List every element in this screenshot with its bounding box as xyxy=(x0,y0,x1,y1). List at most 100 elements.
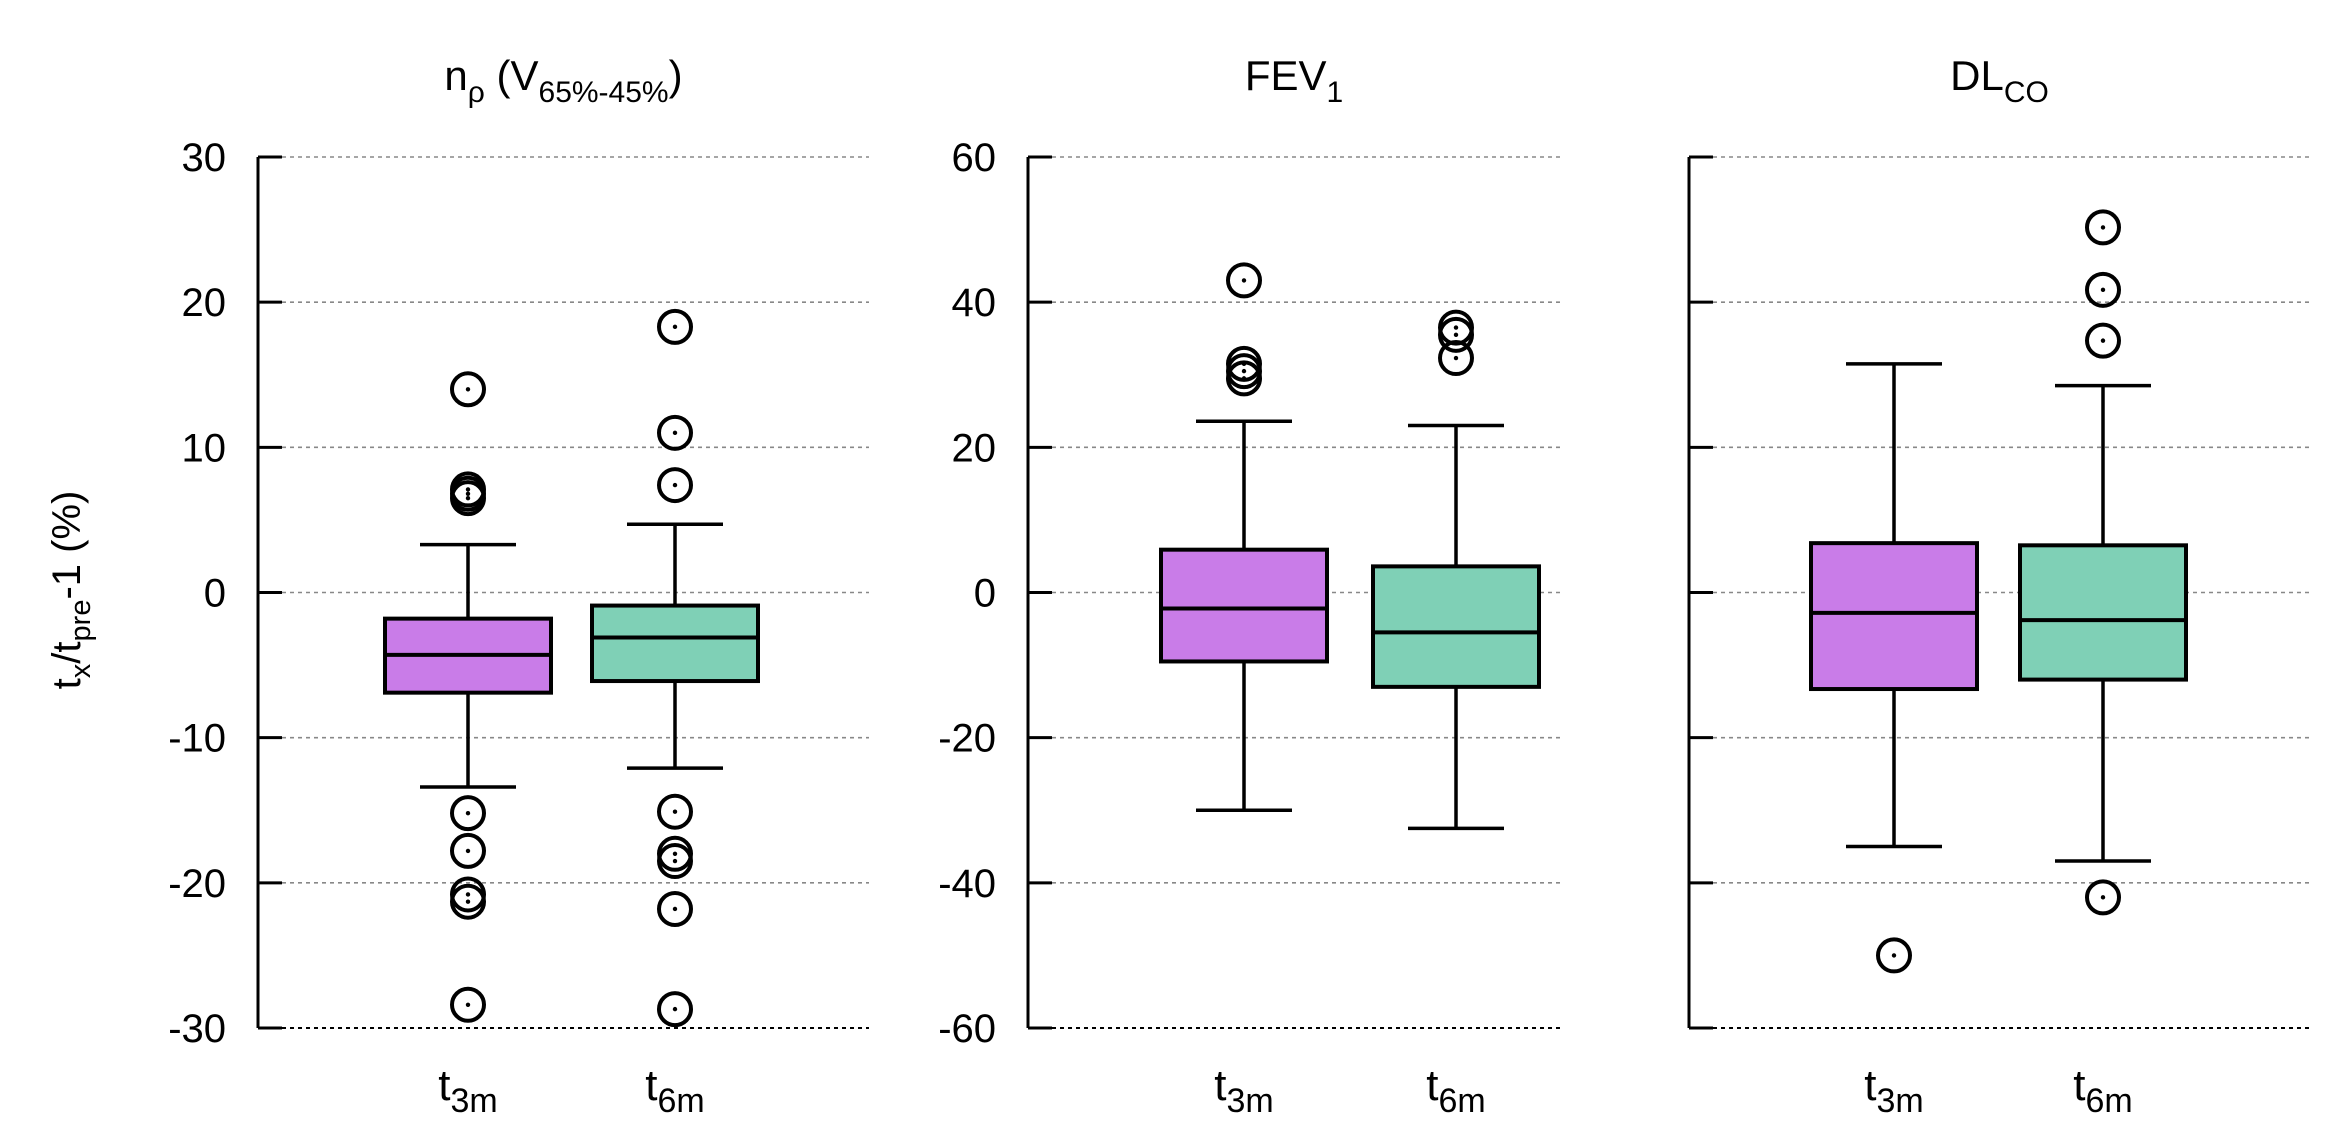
category-base: t xyxy=(1864,1061,1876,1110)
box-t6m xyxy=(590,308,760,1028)
category-subscript: 6m xyxy=(1439,1082,1486,1120)
y-tick-label: 20 xyxy=(952,426,997,470)
outlier-center-dot xyxy=(465,1002,471,1007)
category-base: t xyxy=(438,1061,450,1110)
x-category-label: t3m xyxy=(438,1061,497,1120)
box-t3m xyxy=(1809,362,1979,974)
box-t3m xyxy=(1159,262,1329,812)
outlier-center-dot xyxy=(465,387,471,392)
title-part: (V xyxy=(485,52,539,99)
outlier-center-dot xyxy=(1453,325,1459,330)
outlier-center-dot xyxy=(1241,368,1247,374)
chart-title: DLCO xyxy=(1950,52,2049,109)
outlier-center-dot xyxy=(2100,895,2106,900)
chart-title: FEV1 xyxy=(1245,52,1343,109)
box-t6m xyxy=(1371,309,1541,831)
outlier-point xyxy=(2085,322,2121,359)
y-tick-label: -60 xyxy=(938,1007,996,1051)
y-tick-label: -20 xyxy=(168,862,226,906)
title-part: DL xyxy=(1950,52,2004,99)
outlier-center-dot xyxy=(465,899,471,904)
outlier-point xyxy=(657,414,693,451)
category-base: t xyxy=(645,1061,657,1110)
x-category-label: t6m xyxy=(2073,1061,2132,1120)
iqr-box xyxy=(2018,543,2188,682)
outlier-point xyxy=(1438,316,1474,353)
title-part: ) xyxy=(669,52,683,99)
title-subscript: 1 xyxy=(1327,76,1344,109)
x-category-label: t3m xyxy=(1864,1061,1923,1120)
iqr-box xyxy=(1371,564,1541,689)
outlier-point xyxy=(450,371,486,408)
outlier-center-dot xyxy=(2100,225,2106,230)
title-part: FEV xyxy=(1245,52,1327,99)
outlier-center-dot xyxy=(672,482,678,488)
outlier-point xyxy=(2085,879,2121,916)
title-part: n xyxy=(444,52,467,99)
outlier-point xyxy=(1876,937,1912,974)
title-subscript: 65%-45% xyxy=(539,76,669,109)
category-subscript: 3m xyxy=(1877,1082,1924,1120)
outlier-center-dot xyxy=(465,495,471,501)
outlier-point xyxy=(657,890,693,927)
outlier-center-dot xyxy=(672,906,678,912)
category-subscript: 3m xyxy=(1227,1082,1274,1120)
outlier-point xyxy=(657,793,693,830)
y-tick-label: 30 xyxy=(182,136,227,180)
outlier-center-dot xyxy=(672,430,678,436)
title-subscript: ρ xyxy=(468,76,485,109)
outlier-point xyxy=(657,467,693,504)
outlier-center-dot xyxy=(465,810,471,816)
outlier-center-dot xyxy=(672,851,678,856)
box-t3m xyxy=(383,371,553,1023)
iqr-box xyxy=(1159,547,1329,664)
y-tick-label: 40 xyxy=(952,281,997,325)
y-tick-label: 0 xyxy=(204,572,226,616)
iqr-box xyxy=(590,603,760,684)
outlier-point xyxy=(1226,262,1262,299)
y-tick-label: -10 xyxy=(168,717,226,761)
outlier-point xyxy=(657,308,693,345)
outlier-center-dot xyxy=(672,809,678,814)
outlier-point xyxy=(657,991,693,1028)
outlier-center-dot xyxy=(2100,287,2106,293)
outlier-point xyxy=(657,843,693,880)
outlier-point xyxy=(450,795,486,832)
y-axis-label: tx/tpre-1 (%) xyxy=(45,491,97,690)
chart-title: nρ (V65%-45%) xyxy=(444,52,682,109)
title-subscript: CO xyxy=(2004,76,2049,109)
outlier-point xyxy=(450,883,486,920)
category-subscript: 6m xyxy=(658,1082,705,1120)
outlier-point xyxy=(1226,360,1262,397)
outlier-point xyxy=(450,986,486,1023)
outlier-point xyxy=(450,832,486,869)
y-tick-label: -30 xyxy=(168,1007,226,1051)
x-category-label: t3m xyxy=(1214,1061,1273,1120)
outlier-center-dot xyxy=(465,491,471,496)
category-base: t xyxy=(1426,1061,1438,1110)
outlier-point xyxy=(1438,340,1474,377)
outlier-center-dot xyxy=(672,1006,678,1012)
y-tick-label: 20 xyxy=(182,281,227,325)
y-tick-label: 0 xyxy=(974,572,996,616)
outlier-center-dot xyxy=(1453,355,1459,361)
x-category-label: t6m xyxy=(645,1061,704,1120)
category-base: t xyxy=(2073,1061,2085,1110)
category-subscript: 3m xyxy=(451,1082,498,1120)
outlier-center-dot xyxy=(465,487,471,492)
outlier-center-dot xyxy=(1453,332,1459,338)
outlier-center-dot xyxy=(465,892,471,897)
y-tick-label: 10 xyxy=(182,426,227,470)
outlier-center-dot xyxy=(1241,376,1247,381)
category-subscript: 6m xyxy=(2086,1082,2133,1120)
x-category-label: t6m xyxy=(1426,1061,1485,1120)
outlier-center-dot xyxy=(465,848,471,854)
outlier-center-dot xyxy=(1241,278,1247,283)
y-tick-label: -20 xyxy=(938,717,996,761)
outlier-point xyxy=(2085,209,2121,246)
outlier-center-dot xyxy=(672,858,678,864)
